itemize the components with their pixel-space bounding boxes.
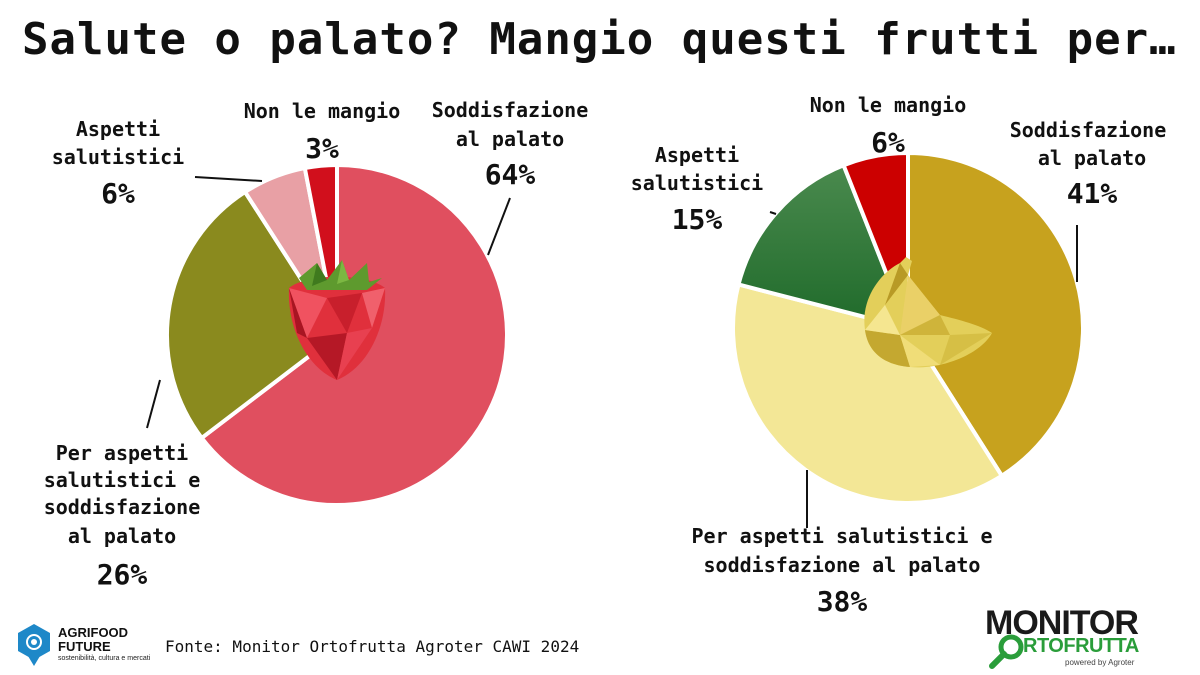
pie-chart-right: [731, 150, 1085, 505]
leader-line: [769, 211, 777, 215]
label-text: Aspetti: [76, 117, 160, 141]
label-text: salutistici e: [44, 468, 201, 492]
left-label-non: Non le mangio 3%: [244, 99, 401, 165]
right-label-salute: Aspetti salutistici 15%: [631, 143, 763, 236]
leader-line: [194, 176, 263, 182]
data-label: 6%: [101, 177, 135, 210]
right-label-non: Non le mangio 6%: [810, 93, 967, 159]
label-text: salutistici: [52, 145, 184, 169]
leader-line: [146, 379, 161, 429]
logo-text: AGRIFOOD: [58, 625, 129, 640]
data-label: 26%: [97, 558, 148, 591]
label-text: Non le mangio: [810, 93, 967, 117]
label-text: Aspetti: [655, 143, 739, 167]
data-label: 64%: [485, 158, 536, 191]
label-text: al palato: [456, 127, 564, 151]
data-label: 41%: [1067, 177, 1118, 210]
logo-text: FUTURE: [58, 639, 111, 654]
location-pin-icon: [18, 624, 50, 666]
pie-slice: [731, 282, 1005, 505]
left-label-entrambi: Per aspetti salutistici e soddisfazione …: [44, 441, 201, 591]
left-label-salute: Aspetti salutistici 6%: [52, 117, 184, 210]
label-text: soddisfazione: [44, 495, 201, 519]
data-label: 6%: [871, 126, 905, 159]
logo-tagline: sostenibilità, cultura e mercati: [58, 655, 151, 662]
logo-text: RTOFRUTTA: [1023, 635, 1139, 657]
label-text: Per aspetti: [56, 441, 188, 465]
logo-powered-by: powered by Agroter: [1065, 658, 1135, 667]
monitor-ortofrutta-logo[interactable]: MONITOR RTOFRUTTA powered by Agroter: [985, 605, 1185, 671]
magnifier-icon: [989, 634, 1024, 669]
right-label-palato: Soddisfazione al palato 41%: [1010, 118, 1167, 210]
leader-line: [487, 197, 511, 256]
banana-icon: [864, 257, 992, 368]
label-text: Soddisfazione: [432, 98, 589, 122]
label-text: soddisfazione al palato: [704, 553, 981, 577]
data-label: 15%: [672, 203, 723, 236]
data-label: 38%: [817, 585, 868, 618]
label-text: Soddisfazione: [1010, 118, 1167, 142]
pie-slice: [165, 189, 340, 441]
left-label-palato: Soddisfazione al palato 64%: [432, 98, 589, 191]
label-text: Per aspetti salutistici e: [691, 524, 992, 548]
label-text: Non le mangio: [244, 99, 401, 123]
data-label: 3%: [305, 132, 339, 165]
right-label-entrambi: Per aspetti salutistici e soddisfazione …: [691, 524, 992, 618]
pie-slice: [736, 162, 912, 331]
source-note: Fonte: Monitor Ortofrutta Agroter CAWI 2…: [165, 637, 580, 656]
label-text: al palato: [68, 524, 176, 548]
label-text: salutistici: [631, 171, 763, 195]
agrifood-future-logo[interactable]: AGRIFOOD FUTURE sostenibilità, cultura e…: [14, 620, 154, 670]
label-text: al palato: [1038, 146, 1146, 170]
page-title: Salute o palato? Mangio questi frutti pe…: [22, 14, 1177, 65]
strawberry-icon: [288, 260, 386, 380]
